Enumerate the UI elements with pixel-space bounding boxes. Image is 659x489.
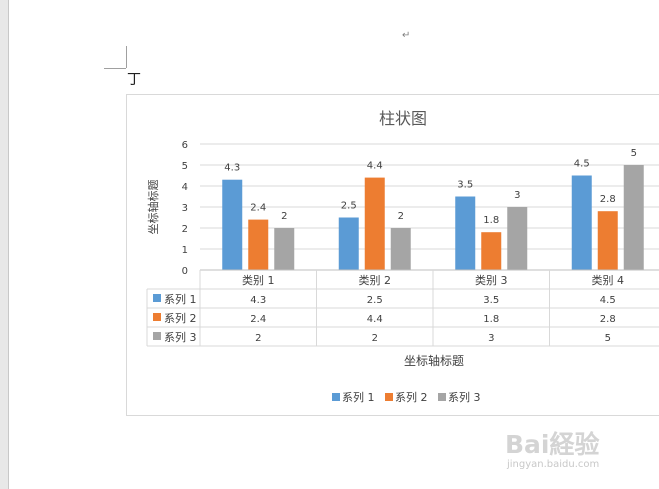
category-label: 类别 2 [359,273,392,287]
table-series-label: 系列 1 [164,292,197,306]
table-cell: 4.4 [367,314,383,325]
x-axis-title: 坐标轴标题 [404,353,464,368]
bar-1-3 [455,196,476,270]
y-axis-title: 坐标轴标题 [146,180,160,235]
legend-key-2 [385,393,393,401]
y-tick-label: 0 [182,266,188,277]
data-label: 2 [398,211,404,222]
chart-title: 柱状图 [379,109,427,128]
data-label: 5 [631,148,637,159]
bar-3-1 [274,228,295,270]
legend-key-3 [438,393,446,401]
bar-3-4 [623,165,644,270]
data-label: 4.4 [367,161,383,172]
data-label: 2.5 [341,201,357,212]
table-cell: 5 [605,333,611,344]
margin-corner-mark-horizontal [104,68,126,69]
bar-2-1 [248,219,269,270]
document-left-margin [0,0,9,489]
table-cell: 2.5 [367,295,383,306]
table-legend-key [153,294,161,302]
category-label: 类别 4 [592,273,625,287]
table-legend-key [153,332,161,340]
table-cell: 2.4 [250,314,266,325]
table-cell: 3 [488,333,494,344]
margin-corner-mark [126,46,127,68]
data-label: 3 [514,190,520,201]
y-tick-label: 5 [182,161,188,172]
y-tick-label: 2 [182,224,188,235]
paragraph-mark: ↵ [402,30,411,41]
bar-3-3 [507,207,528,270]
data-label: 1.8 [483,215,499,226]
table-cell: 2 [255,333,261,344]
y-tick-label: 4 [182,182,188,193]
watermark: Bai経验 jingyan.baidu.com [505,425,600,470]
data-label: 3.5 [457,180,473,191]
bar-1-2 [338,217,359,270]
table-cell: 2 [372,333,378,344]
bar-3-2 [390,228,411,270]
bar-2-3 [481,232,502,270]
table-cell: 3.5 [483,295,499,306]
bar-1-1 [222,179,243,270]
watermark-url: jingyan.baidu.com [507,459,600,470]
legend-label: 系列 3 [448,390,481,404]
table-series-label: 系列 3 [164,330,197,344]
table-legend-key [153,313,161,321]
data-label: 2.8 [600,194,616,205]
data-label: 4.5 [574,159,590,170]
legend-key-1 [332,393,340,401]
table-series-label: 系列 2 [164,311,197,325]
table-cell: 2.8 [600,314,616,325]
table-cell: 4.5 [600,295,616,306]
watermark-logo: Bai経验 [505,430,600,459]
chart-frame[interactable]: 柱状图坐标轴标题 0 1 2 3 4 5 6 4.3 2.5 3.5 4.5 2.4 4.4 1.8 2.8 2… [126,94,659,416]
y-tick-label: 6 [182,140,188,151]
document-text[interactable]: 丁 [127,72,141,88]
y-tick-label: 1 [182,245,188,256]
bar-2-4 [597,211,618,270]
table-cell: 1.8 [483,314,499,325]
table-cell: 4.3 [250,295,266,306]
legend-label: 系列 2 [395,390,428,404]
legend-label: 系列 1 [342,390,375,404]
category-label: 类别 1 [242,273,275,287]
data-label: 2.4 [250,203,266,214]
bar-2-2 [364,177,385,270]
y-tick-label: 3 [182,203,188,214]
category-label: 类别 3 [475,273,508,287]
data-label: 2 [281,211,287,222]
data-label: 4.3 [224,163,240,174]
bar-1-4 [571,175,592,270]
